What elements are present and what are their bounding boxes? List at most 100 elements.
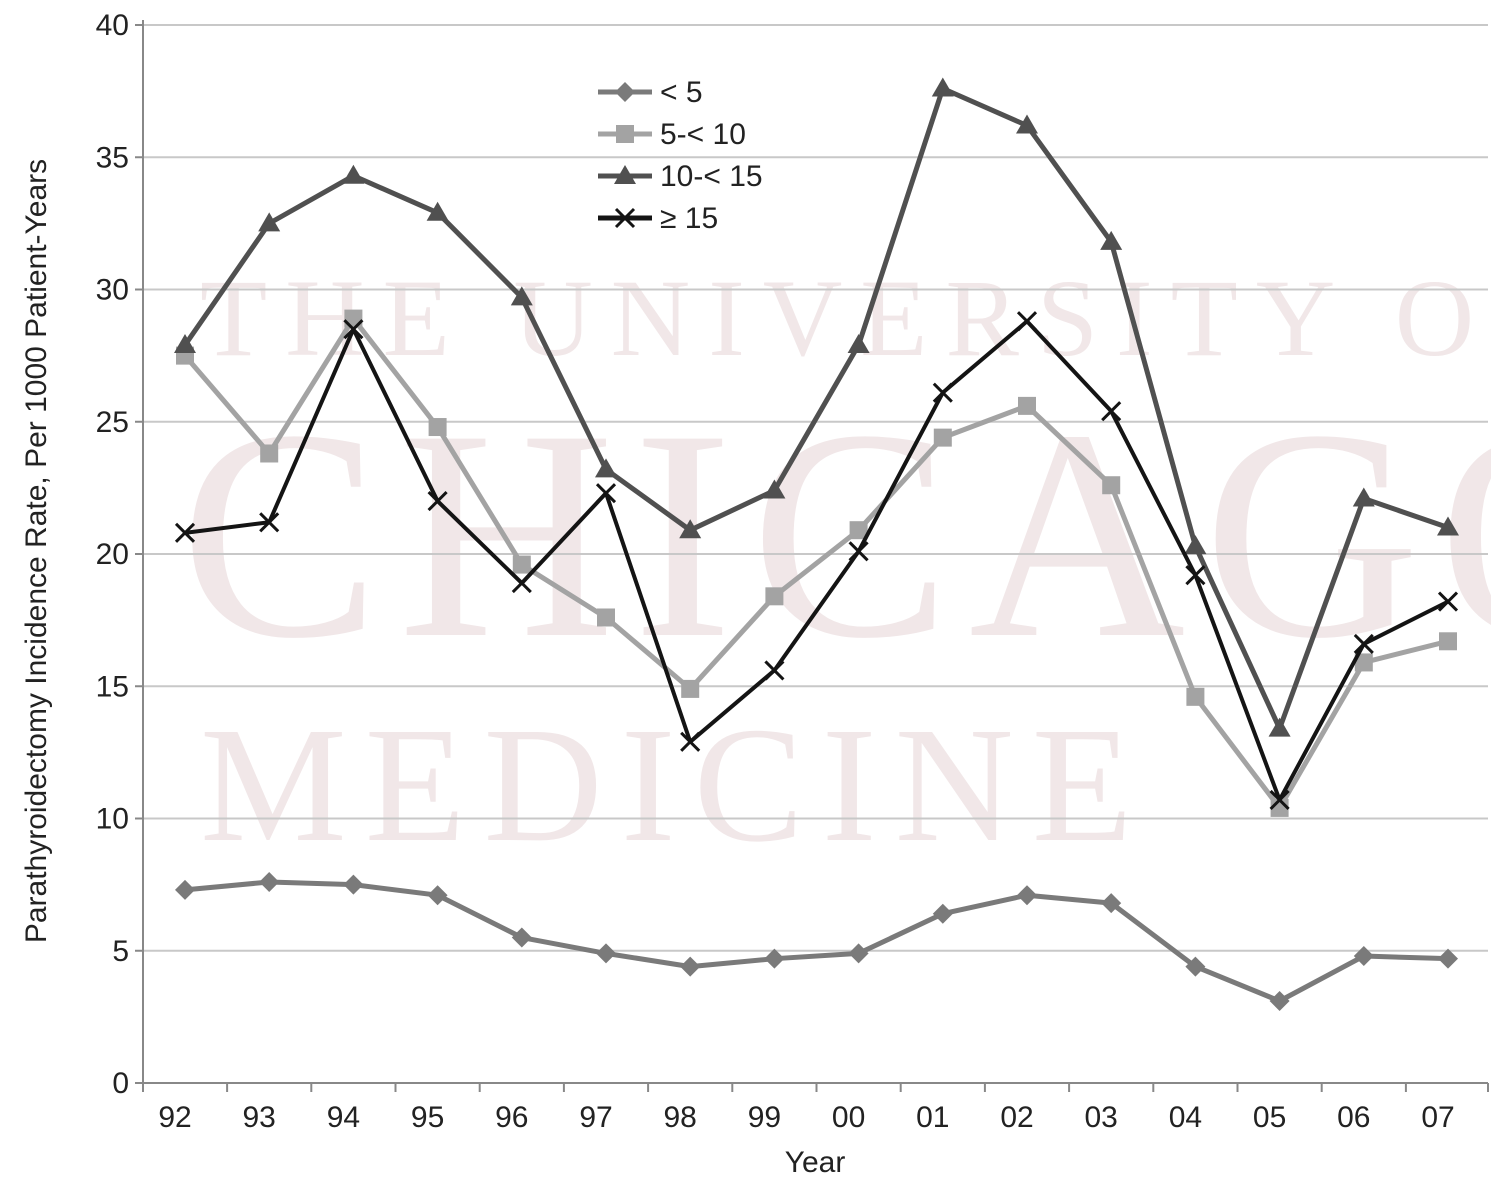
- x-tick-label: 03: [1085, 1101, 1118, 1134]
- x-axis-ticks: 92 93 94 95 96 97 98 99 00 01 02 03 04 05 06 07: [142, 1083, 1489, 1134]
- cross-stroke: [1101, 401, 1122, 422]
- legend-item-4: ≥ 15: [598, 202, 718, 235]
- cross-stroke: [595, 483, 617, 504]
- y-axis-title: Parathyroidectomy Incidence Rate, Per 10…: [20, 159, 53, 943]
- x-tick-label: 96: [495, 1101, 528, 1134]
- series-line: [184, 319, 1449, 802]
- data-point: [343, 319, 364, 340]
- data-point: [1185, 565, 1206, 586]
- data-point: [259, 871, 280, 892]
- data-point: [679, 519, 702, 539]
- legend-marker: [614, 165, 636, 184]
- data-point: [343, 874, 364, 895]
- y-tick-label: 20: [96, 538, 129, 571]
- y-tick-label: 25: [96, 406, 129, 439]
- data-point: [512, 555, 531, 574]
- legend-marker: [616, 125, 634, 143]
- data-point: [1437, 516, 1459, 536]
- data-point: [1353, 633, 1374, 654]
- legend-label: < 5: [660, 76, 703, 109]
- data-point: [932, 382, 953, 403]
- data-point: [1354, 653, 1373, 672]
- data-point: [174, 334, 196, 354]
- series-1: [175, 871, 1458, 1012]
- series-line: [183, 316, 1449, 811]
- cross-stroke: [343, 319, 364, 340]
- data-point: [174, 522, 196, 543]
- data-point: [1101, 401, 1122, 422]
- x-axis-title: Year: [785, 1146, 846, 1179]
- cross-stroke: [1269, 789, 1290, 811]
- x-tick-label: 92: [158, 1101, 191, 1134]
- legend-label: 5-< 10: [660, 118, 746, 151]
- x-tick-label: 95: [411, 1101, 444, 1134]
- data-point: [680, 956, 701, 977]
- data-point: [597, 608, 615, 627]
- data-point: [680, 731, 701, 752]
- data-point: [426, 201, 449, 221]
- data-point: [1353, 946, 1374, 967]
- watermark-line-1: THE UNIVERSITY OF: [200, 257, 1491, 379]
- data-point: [1437, 591, 1459, 612]
- legend-item-1: < 5: [598, 76, 703, 109]
- cross-stroke: [427, 491, 448, 512]
- x-tick-label: 02: [1000, 1101, 1033, 1134]
- data-point: [1017, 885, 1037, 906]
- data-point: [932, 903, 953, 924]
- data-point: [511, 573, 532, 594]
- x-tick-label: 99: [748, 1101, 781, 1134]
- data-point: [765, 587, 784, 606]
- series-line: [182, 85, 1449, 732]
- data-point: [763, 479, 786, 499]
- data-point: [511, 927, 532, 948]
- cross-stroke: [259, 512, 280, 533]
- data-point: [595, 458, 617, 478]
- data-point: [342, 164, 365, 184]
- data-point: [1184, 535, 1207, 555]
- data-point: [258, 212, 281, 232]
- x-tick-label: 94: [327, 1101, 360, 1134]
- data-point: [1268, 717, 1291, 737]
- x-tick-label: 06: [1337, 1101, 1370, 1134]
- data-point: [847, 334, 870, 354]
- data-point: [1438, 948, 1458, 969]
- data-point: [259, 512, 280, 533]
- y-tick-label: 5: [112, 935, 129, 968]
- x-tick-label: 98: [664, 1101, 697, 1134]
- x-tick-label: 93: [243, 1101, 276, 1134]
- data-point: [1269, 991, 1290, 1012]
- data-point: [1016, 311, 1038, 332]
- data-point: [933, 428, 952, 447]
- y-tick-label: 0: [112, 1067, 129, 1100]
- data-point: [848, 541, 869, 562]
- data-point: [596, 943, 616, 964]
- x-tick-label: 04: [1169, 1101, 1202, 1134]
- legend-marker: [614, 207, 636, 229]
- cross-stroke: [614, 207, 636, 229]
- x-tick-label: 01: [916, 1101, 949, 1134]
- cross-stroke: [1353, 633, 1374, 654]
- y-tick-label: 35: [96, 141, 129, 174]
- data-point: [260, 444, 279, 463]
- x-tick-label: 97: [579, 1101, 612, 1134]
- data-point: [428, 418, 447, 437]
- series-line: [184, 879, 1449, 1004]
- data-point: [1352, 487, 1375, 507]
- cross-stroke: [1185, 565, 1206, 586]
- cross-stroke: [932, 382, 953, 403]
- data-point: [931, 77, 954, 97]
- data-point: [1101, 893, 1122, 914]
- series-group: [174, 77, 1459, 1012]
- cross-stroke: [680, 731, 701, 752]
- data-point: [595, 483, 617, 504]
- y-tick-label: 10: [96, 803, 129, 836]
- legend-label: ≥ 15: [660, 202, 718, 235]
- x-tick-label: 00: [832, 1101, 865, 1134]
- data-point: [764, 660, 785, 681]
- data-point: [1102, 476, 1121, 495]
- y-tick-label: 30: [96, 274, 129, 307]
- data-point: [427, 885, 448, 906]
- cross-stroke: [511, 573, 532, 594]
- data-point: [1016, 114, 1038, 134]
